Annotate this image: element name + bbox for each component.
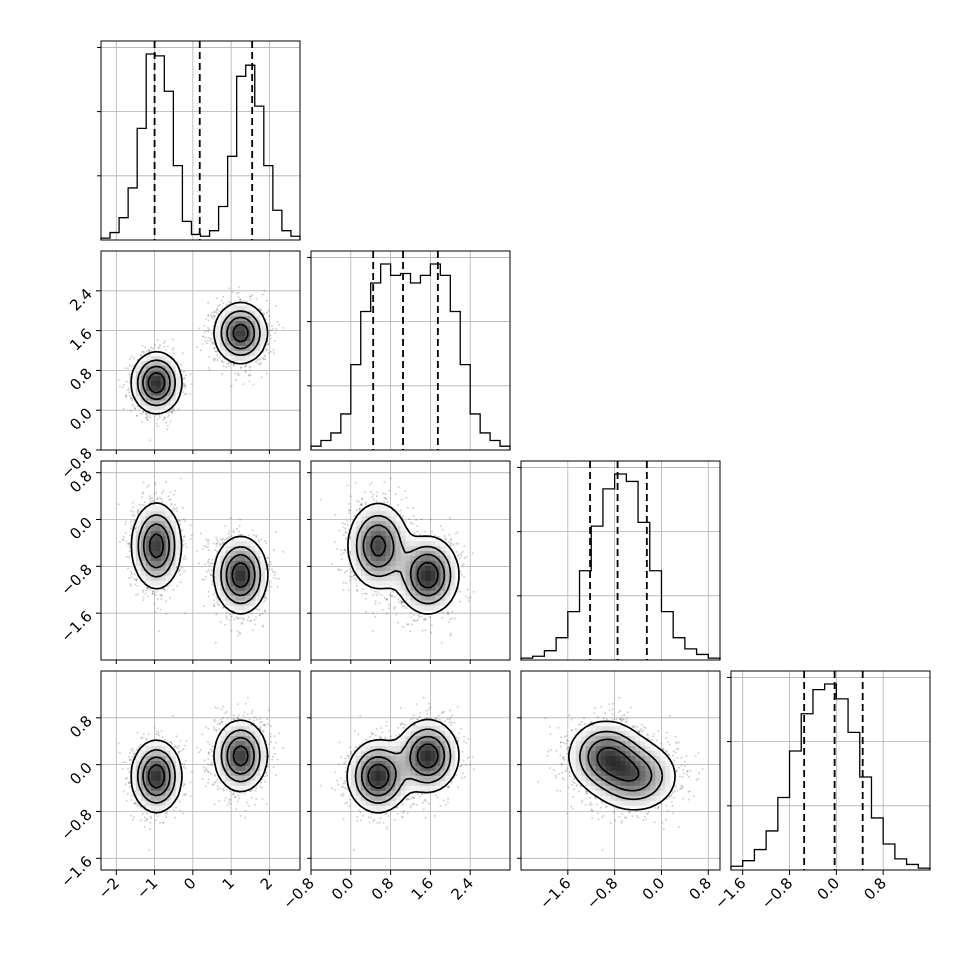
x-tick-label: 2.4 <box>447 874 477 904</box>
x-tick-label: −1 <box>133 874 161 902</box>
y-tick-label: −0.8 <box>57 560 95 598</box>
contour-level <box>347 502 460 615</box>
panel-frame <box>100 670 301 871</box>
x-tick-label: 0.8 <box>860 874 890 904</box>
y-tick-label: −1.6 <box>57 607 95 645</box>
panel-frame <box>310 250 511 451</box>
contour-level <box>142 316 256 401</box>
contour-level <box>367 743 439 789</box>
grid <box>311 461 510 660</box>
contour-level <box>147 745 249 789</box>
y-tick-label: 0.0 <box>66 759 96 789</box>
x-tick-label: 2 <box>257 874 276 893</box>
y-tick-label: 1.6 <box>66 325 96 355</box>
contour-level <box>130 301 269 415</box>
density-fill <box>130 720 266 811</box>
x-tick-label: −0.8 <box>583 874 621 912</box>
contour-level <box>147 323 249 394</box>
contour-level <box>137 513 262 605</box>
y-tick-label: 0.8 <box>66 712 96 742</box>
contour-lines <box>567 720 676 811</box>
x-tick-label: −0.8 <box>758 874 796 912</box>
density-panel-4-2: −0.8 0.0 0.8 1.6 2.4 <box>279 670 511 913</box>
contour-level <box>136 729 261 804</box>
histogram-steps <box>730 683 931 870</box>
y-tick-label: 0.8 <box>66 365 96 395</box>
contour-lines <box>130 719 269 814</box>
x-tick-label: 1.6 <box>408 874 438 904</box>
contour-level <box>360 735 446 797</box>
histogram-panel-3 <box>517 460 721 661</box>
x-tick-label: 0.0 <box>814 874 844 904</box>
x-tick-label: −0.8 <box>279 874 317 912</box>
contour-level <box>346 718 460 814</box>
x-tick-label: −1.6 <box>536 874 574 912</box>
y-tick-label: 2.4 <box>66 285 96 315</box>
contour-level <box>596 746 640 782</box>
panel-frame <box>520 670 721 871</box>
contour-level <box>136 310 261 407</box>
contour-level <box>567 720 676 811</box>
y-tick-label: −0.8 <box>57 806 95 844</box>
contour-level <box>148 533 251 589</box>
histogram-panel-2 <box>307 250 511 451</box>
histogram-panel-4: −1.6 −0.8 0.0 0.8 <box>711 670 931 913</box>
contour-level <box>130 719 269 814</box>
grid <box>521 461 720 660</box>
panel-frame <box>100 40 301 241</box>
contour-lines <box>346 718 460 814</box>
grid <box>731 671 930 870</box>
density-fill <box>130 500 271 616</box>
contour-lines <box>130 301 269 415</box>
contour-level <box>362 524 446 597</box>
density-panel-3-2 <box>307 460 511 664</box>
histogram-steps <box>520 473 721 660</box>
contour-lines <box>130 502 269 615</box>
contour-level <box>142 523 256 597</box>
grid <box>101 461 300 660</box>
histogram-steps <box>100 53 301 240</box>
x-tick-label: 0.8 <box>368 874 398 904</box>
density-panel-4-1: −2 −1 0 1 2 −1.6 −0.8 0.0 0.8 <box>57 670 301 902</box>
x-tick-label: −2 <box>95 874 123 902</box>
contour-level <box>578 730 664 801</box>
x-tick-label: 0 <box>180 874 199 893</box>
histogram-panel-1 <box>97 40 301 241</box>
panel-frame <box>100 460 301 661</box>
density-panel-3-1: −1.6−0.80.00.8 <box>57 460 301 664</box>
panel-frame <box>520 460 721 661</box>
density-panel-2-1: −0.80.00.81.62.4 <box>57 250 301 483</box>
contour-level <box>355 514 452 605</box>
x-tick-label: 0.0 <box>639 874 669 904</box>
panel-frame <box>310 460 511 661</box>
x-tick-label: 1 <box>218 874 237 893</box>
contour-lines <box>347 502 460 615</box>
x-tick-label: 0.0 <box>328 874 358 904</box>
density-panel-4-3: −1.6 −0.8 0.0 0.8 <box>517 670 721 913</box>
contour-level <box>370 535 439 589</box>
contour-level <box>130 502 269 615</box>
contour-level <box>142 736 256 797</box>
histogram-steps <box>310 263 511 450</box>
y-tick-label: 0.0 <box>66 404 96 434</box>
contour-level <box>354 728 452 804</box>
y-tick-label: −1.6 <box>57 852 95 890</box>
y-tick-label: 0.0 <box>66 514 96 544</box>
panel-frame <box>100 250 301 451</box>
panel-frame <box>730 670 931 871</box>
contour-level <box>587 738 653 792</box>
panel-frame <box>310 670 511 871</box>
x-tick-label: −1.6 <box>711 874 749 912</box>
